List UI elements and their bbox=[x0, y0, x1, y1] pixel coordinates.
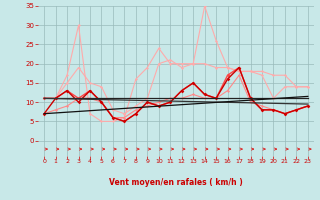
X-axis label: Vent moyen/en rafales ( km/h ): Vent moyen/en rafales ( km/h ) bbox=[109, 178, 243, 187]
